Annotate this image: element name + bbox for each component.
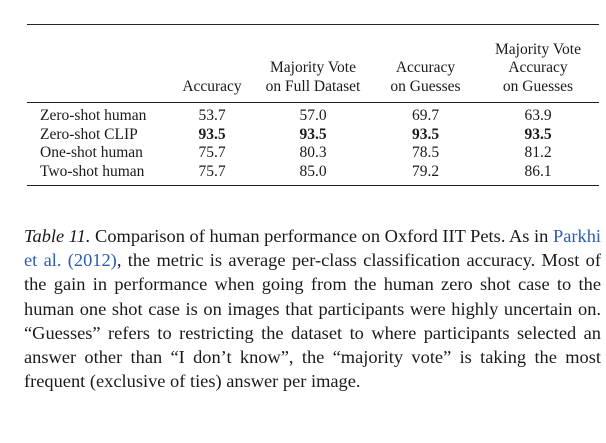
table-row: Zero-shot CLIP 93.5 93.5 93.5 93.5 <box>27 126 599 145</box>
results-table-container: Accuracy Majority Vote on Full Dataset Accu… <box>27 24 599 187</box>
table-cell: 75.7 <box>198 144 226 162</box>
header-line: Accuracy <box>395 59 456 76</box>
table-cell: 81.2 <box>524 144 552 162</box>
header-line: Majority Vote <box>495 40 581 58</box>
table-cell: 93.5 <box>198 125 226 143</box>
header-line: on Guesses <box>502 77 574 95</box>
table-row: Zero-shot human 53.7 57.0 69.7 63.9 <box>27 103 599 126</box>
header-cell: Majority Vote on Full Dataset <box>252 25 374 102</box>
header-line: on Guesses <box>390 77 461 95</box>
table-cell: 93.5 <box>299 125 327 143</box>
header-cell: Accuracy on Guesses <box>374 25 477 102</box>
header-line: Accuracy <box>182 77 242 95</box>
header-line: on Full Dataset <box>265 77 361 95</box>
caption-text-part1: Comparison of human performance on Oxfor… <box>90 226 553 246</box>
table-cell: 80.3 <box>299 144 327 162</box>
table-cell: 85.0 <box>299 162 327 180</box>
table-cell: 69.7 <box>411 107 440 124</box>
header-line: Accuracy <box>508 59 568 76</box>
row-label: Two-shot human <box>40 162 145 180</box>
table-cell: 75.7 <box>198 162 226 180</box>
table-mid-rule <box>27 102 599 103</box>
row-label: Zero-shot human <box>40 107 147 124</box>
table-mid-rule-row <box>27 102 599 103</box>
table-cell: 57.0 <box>299 107 327 124</box>
table-row: Two-shot human 75.7 85.0 79.2 86.1 <box>27 163 599 186</box>
table-body: Zero-shot human 53.7 57.0 69.7 63.9 Zero-shot… <box>27 103 599 185</box>
table-bottom-rule <box>27 185 599 187</box>
table-header-row: Accuracy Majority Vote on Full Dataset Accu… <box>27 25 599 102</box>
header-cell-empty <box>27 25 172 102</box>
table-cell: 86.1 <box>524 162 552 180</box>
table-cell: 79.2 <box>411 162 440 180</box>
header-line: Majority Vote <box>270 59 356 76</box>
human-performance-table: Accuracy Majority Vote on Full Dataset Accu… <box>27 25 599 185</box>
table-cell: 93.5 <box>524 125 552 143</box>
caption-label: Table 11. <box>24 226 91 246</box>
table-caption: Table 11. Comparison of human performanc… <box>24 224 601 393</box>
row-label: Zero-shot CLIP <box>40 125 138 143</box>
header-cell: Accuracy <box>172 25 252 102</box>
table-row: One-shot human 75.7 80.3 78.5 81.2 <box>27 144 599 163</box>
table-cell: 78.5 <box>411 144 440 162</box>
caption-text-part2: , the metric is average per-class classi… <box>24 250 601 392</box>
table-top-rule <box>27 24 599 25</box>
header-cell: Majority Vote Accuracy on Guesses <box>477 25 599 102</box>
citation-link[interactable]: Parkhi et al. (2012) <box>24 226 601 271</box>
table-cell: 93.5 <box>411 125 440 143</box>
row-label: One-shot human <box>40 144 143 162</box>
table-cell: 63.9 <box>524 107 552 124</box>
table-cell: 53.7 <box>198 107 226 124</box>
